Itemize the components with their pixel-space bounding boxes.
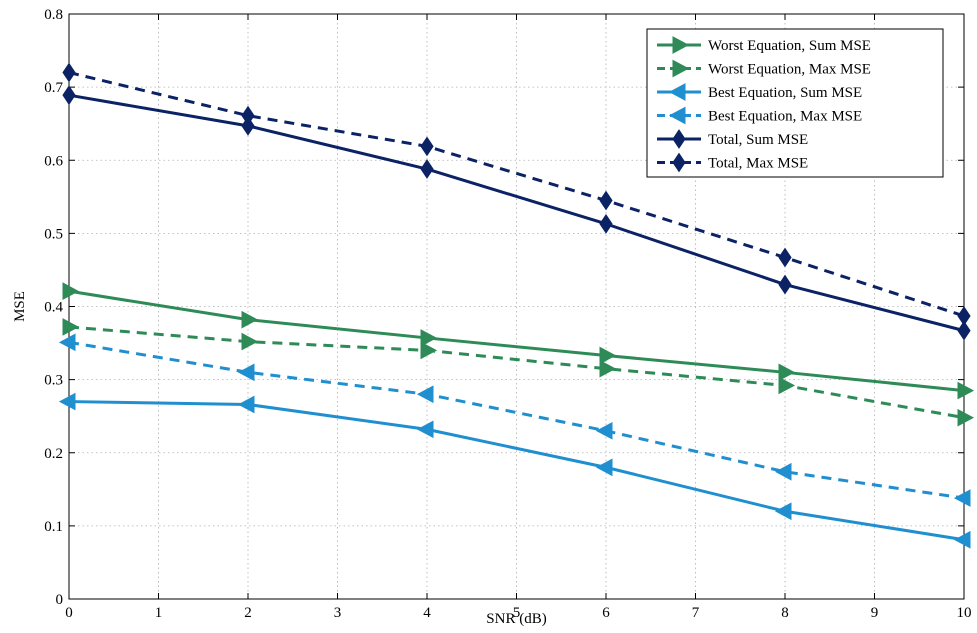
legend-item: Total, Max MSE bbox=[657, 152, 808, 173]
legend-item: Best Equation, Sum MSE bbox=[657, 83, 862, 101]
data-point bbox=[62, 318, 80, 336]
data-point bbox=[237, 363, 255, 382]
series-line bbox=[68, 289, 965, 393]
legend: Worst Equation, Sum MSE Worst Equation, M… bbox=[646, 28, 944, 178]
data-point bbox=[778, 274, 792, 295]
y-tick-label: 0.6 bbox=[44, 153, 63, 169]
data-point bbox=[599, 346, 617, 365]
legend-box bbox=[646, 28, 944, 178]
data-point bbox=[599, 213, 613, 234]
x-tick-label: 1 bbox=[155, 605, 163, 621]
legend-label: Worst Equation, Sum MSE bbox=[708, 38, 871, 54]
y-tick-label: 0.8 bbox=[44, 7, 63, 23]
data-point bbox=[241, 310, 259, 329]
x-tick-label: 3 bbox=[334, 605, 342, 621]
y-tick-label: 0.4 bbox=[44, 300, 63, 316]
data-point bbox=[241, 115, 255, 136]
data-point bbox=[420, 136, 434, 157]
data-point bbox=[957, 408, 975, 427]
legend-label: Total, Sum MSE bbox=[708, 132, 808, 148]
x-tick-label: 10 bbox=[957, 605, 972, 621]
data-point bbox=[957, 320, 971, 341]
data-point bbox=[957, 306, 971, 326]
legend-marker bbox=[672, 59, 690, 78]
x-tick-label: 9 bbox=[871, 605, 879, 621]
data-point bbox=[953, 530, 971, 549]
legend-marker bbox=[668, 106, 686, 125]
data-point bbox=[241, 332, 259, 351]
series-3 bbox=[58, 333, 971, 507]
series-line bbox=[68, 325, 965, 420]
data-point bbox=[420, 341, 438, 360]
y-axis-label: MSE bbox=[12, 291, 28, 322]
data-point bbox=[58, 333, 76, 352]
data-point bbox=[778, 247, 792, 268]
data-point bbox=[420, 159, 434, 179]
data-point bbox=[595, 458, 613, 477]
y-tick-label: 0.1 bbox=[44, 519, 63, 535]
legend-label: Best Equation, Sum MSE bbox=[708, 85, 862, 101]
x-tick-label: 0 bbox=[65, 605, 73, 621]
legend-label: Worst Equation, Max MSE bbox=[708, 62, 871, 78]
data-point bbox=[774, 462, 792, 481]
data-point bbox=[595, 421, 613, 440]
legend-item: Total, Sum MSE bbox=[657, 129, 808, 149]
x-tick-label: 7 bbox=[692, 605, 700, 621]
data-point bbox=[58, 392, 76, 411]
x-tick-label: 8 bbox=[781, 605, 789, 621]
data-point bbox=[416, 385, 434, 404]
legend-marker bbox=[672, 152, 686, 173]
series-0 bbox=[62, 282, 975, 400]
legend-marker bbox=[668, 83, 686, 101]
y-tick-label: 0.5 bbox=[44, 226, 63, 242]
series-1 bbox=[62, 318, 975, 427]
data-point bbox=[953, 489, 971, 507]
data-point bbox=[237, 395, 255, 414]
series-line bbox=[68, 93, 965, 333]
data-point bbox=[778, 376, 796, 395]
data-point bbox=[62, 62, 76, 83]
series-line bbox=[68, 71, 965, 318]
data-point bbox=[778, 363, 796, 382]
legend-item: Worst Equation, Sum MSE bbox=[657, 36, 871, 54]
legend-marker bbox=[672, 129, 686, 149]
legend-item: Worst Equation, Max MSE bbox=[657, 59, 871, 78]
series-2 bbox=[58, 392, 971, 549]
x-tick-label: 6 bbox=[602, 605, 610, 621]
x-tick-label: 2 bbox=[244, 605, 252, 621]
series-4 bbox=[62, 85, 971, 341]
data-point bbox=[62, 85, 76, 106]
x-tick-label: 4 bbox=[423, 605, 431, 621]
legend-label: Total, Max MSE bbox=[708, 156, 808, 172]
data-point bbox=[774, 502, 792, 521]
data-point bbox=[62, 282, 80, 300]
data-point bbox=[416, 420, 434, 439]
data-point bbox=[599, 359, 617, 378]
series-5 bbox=[62, 62, 971, 326]
data-point bbox=[957, 381, 975, 400]
legend-label: Best Equation, Max MSE bbox=[708, 109, 862, 125]
y-tick-label: 0 bbox=[56, 592, 64, 608]
x-axis-label: SNR (dB) bbox=[486, 611, 546, 627]
series-group bbox=[58, 62, 975, 549]
data-point bbox=[599, 190, 613, 211]
y-tick-label: 0.7 bbox=[44, 80, 63, 96]
data-point bbox=[420, 329, 438, 347]
x-tick-label: 5 bbox=[513, 605, 521, 621]
axis-ticks: 0 1 2 3 4 5 6 7 8 9 10 0 0.1 0.2 0.3 0.4 0.5 0.6 0.7 0.8 bbox=[44, 7, 971, 621]
series-line bbox=[68, 400, 965, 542]
legend-item: Best Equation, Max MSE bbox=[657, 106, 862, 125]
y-tick-label: 0.3 bbox=[44, 373, 63, 389]
legend-marker bbox=[672, 36, 690, 54]
y-tick-label: 0.2 bbox=[44, 446, 63, 462]
data-point bbox=[241, 105, 255, 126]
